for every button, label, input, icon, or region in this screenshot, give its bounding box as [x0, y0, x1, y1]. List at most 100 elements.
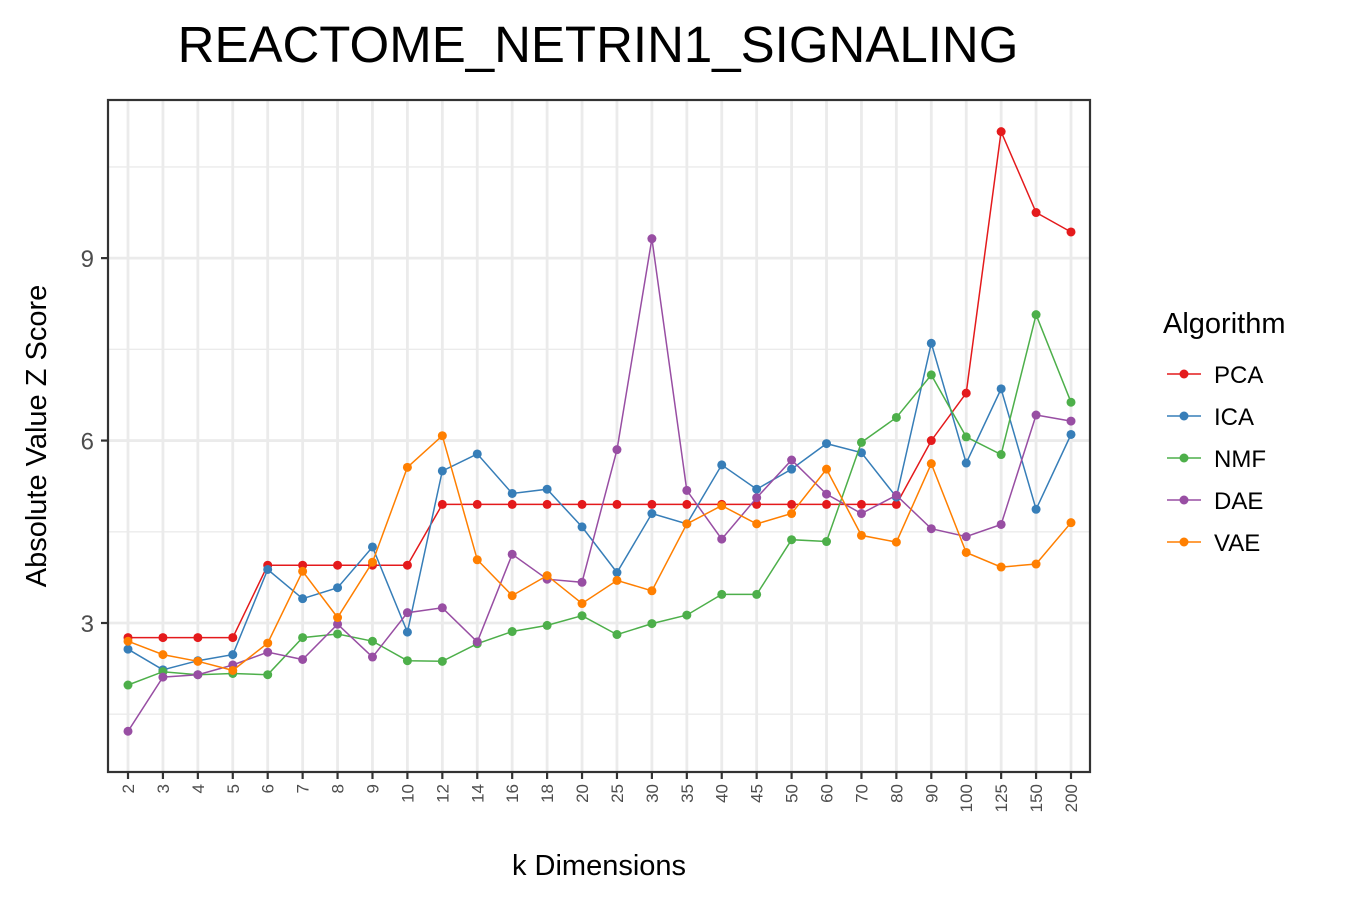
- data-point-dae: [472, 637, 482, 647]
- data-point-pca: [1031, 208, 1041, 218]
- data-point-dae: [367, 652, 377, 662]
- y-tick-label: 9: [81, 246, 94, 273]
- x-tick-label: 30: [643, 784, 662, 803]
- x-tick-label: 35: [678, 784, 697, 803]
- data-point-dae: [682, 485, 692, 495]
- data-point-vae: [333, 613, 343, 623]
- data-point-pca: [228, 633, 238, 643]
- data-point-dae: [752, 493, 762, 503]
- data-point-nmf: [787, 535, 797, 545]
- x-tick-label: 6: [259, 784, 278, 793]
- data-point-pca: [926, 436, 936, 446]
- data-point-ica: [437, 466, 447, 476]
- data-point-dae: [263, 647, 273, 657]
- legend-label: DAE: [1214, 488, 1263, 515]
- x-tick-label: 12: [433, 784, 452, 803]
- legend-label: VAE: [1214, 530, 1260, 557]
- data-point-dae: [1031, 410, 1041, 420]
- data-point-pca: [996, 127, 1006, 137]
- x-tick-label: 18: [538, 784, 557, 803]
- legend-marker: [1179, 537, 1189, 547]
- data-point-nmf: [717, 589, 727, 599]
- data-point-dae: [961, 532, 971, 542]
- data-point-ica: [1031, 504, 1041, 514]
- data-point-pca: [1066, 227, 1076, 237]
- data-point-ica: [577, 522, 587, 532]
- x-tick-label: 8: [329, 784, 348, 793]
- series-nmf: [123, 310, 1076, 690]
- data-point-vae: [193, 656, 203, 666]
- data-point-dae: [787, 455, 797, 465]
- x-tick-label: 20: [573, 784, 592, 803]
- series-line-dae: [127, 238, 1072, 732]
- data-point-dae: [123, 726, 133, 736]
- data-point-ica: [263, 564, 273, 574]
- data-point-ica: [1066, 429, 1076, 439]
- chart-title: REACTOME_NETRIN1_SIGNALING: [178, 16, 1019, 73]
- data-point-vae: [542, 571, 552, 581]
- data-point-ica: [787, 464, 797, 474]
- data-point-vae: [996, 562, 1006, 572]
- data-point-pca: [682, 499, 692, 509]
- data-point-vae: [263, 638, 273, 648]
- data-point-vae: [856, 530, 866, 540]
- legend-marker: [1179, 453, 1189, 463]
- data-point-vae: [577, 599, 587, 609]
- legend-marker: [1179, 411, 1189, 421]
- x-tick-label: 10: [398, 784, 417, 803]
- y-tick-label: 6: [81, 429, 94, 456]
- data-point-pca: [961, 388, 971, 398]
- x-tick-label: 45: [748, 784, 767, 803]
- data-point-nmf: [298, 633, 308, 643]
- data-point-vae: [926, 459, 936, 469]
- data-point-pca: [437, 499, 447, 509]
- data-point-dae: [333, 619, 343, 629]
- data-point-nmf: [367, 636, 377, 646]
- data-point-vae: [717, 501, 727, 511]
- data-point-ica: [402, 627, 412, 637]
- data-point-ica: [542, 484, 552, 494]
- data-point-dae: [612, 445, 622, 455]
- data-point-vae: [822, 464, 832, 474]
- data-point-nmf: [437, 656, 447, 666]
- data-point-ica: [822, 439, 832, 449]
- data-point-nmf: [891, 412, 901, 422]
- data-point-pca: [158, 633, 168, 643]
- y-axis-title: Absolute Value Z Score: [21, 285, 53, 588]
- data-point-nmf: [577, 611, 587, 621]
- data-point-vae: [402, 462, 412, 472]
- data-point-nmf: [682, 610, 692, 620]
- data-point-pca: [752, 499, 762, 509]
- data-point-vae: [1066, 518, 1076, 528]
- x-tick-label: 60: [818, 784, 837, 803]
- data-point-ica: [961, 458, 971, 468]
- data-point-pca: [612, 499, 622, 509]
- grid: [108, 100, 1090, 772]
- data-point-nmf: [822, 537, 832, 547]
- legend-title: Algorithm: [1163, 308, 1286, 340]
- data-point-nmf: [856, 437, 866, 447]
- data-point-ica: [123, 644, 133, 654]
- x-tick-label: 125: [992, 784, 1011, 812]
- data-point-pca: [472, 499, 482, 509]
- data-point-nmf: [402, 656, 412, 666]
- data-point-dae: [437, 603, 447, 613]
- x-tick-label: 14: [468, 784, 487, 803]
- x-tick-label: 25: [608, 784, 627, 803]
- series-pca: [123, 127, 1076, 643]
- data-point-pca: [856, 499, 866, 509]
- data-point-nmf: [1031, 310, 1041, 320]
- data-point-vae: [612, 575, 622, 585]
- data-point-dae: [996, 519, 1006, 529]
- data-point-ica: [717, 460, 727, 470]
- data-point-pca: [647, 499, 657, 509]
- data-point-nmf: [333, 629, 343, 639]
- x-tick-label: 70: [852, 784, 871, 803]
- data-point-nmf: [542, 620, 552, 630]
- data-point-dae: [1066, 416, 1076, 426]
- data-point-vae: [123, 636, 133, 646]
- x-tick-label: 150: [1027, 784, 1046, 812]
- x-tick-label: 16: [503, 784, 522, 803]
- data-point-dae: [577, 577, 587, 587]
- data-point-dae: [507, 549, 517, 559]
